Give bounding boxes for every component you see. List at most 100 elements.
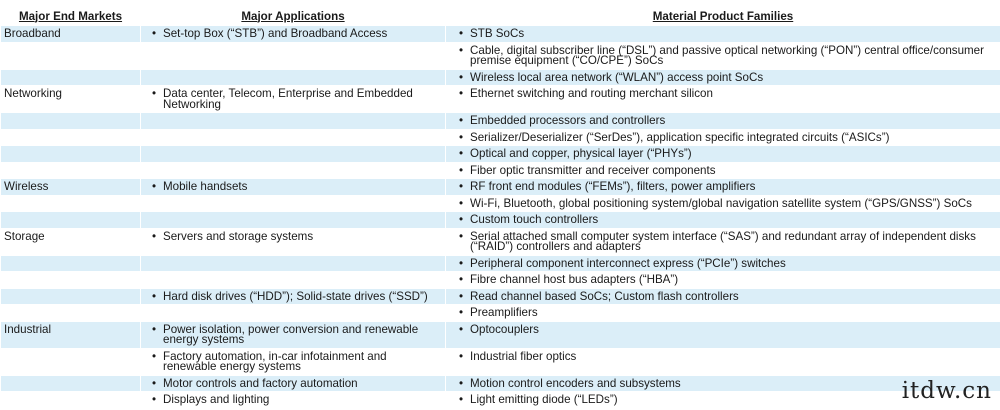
bullet-icon: • — [151, 349, 157, 363]
table-row: Wireless • Mobile handsets • RF front end mo… — [0, 178, 1000, 196]
product-family-item: • Preamplifiers — [448, 307, 996, 319]
application-text: Servers and storage systems — [163, 229, 314, 243]
table-row: • Wi-Fi, Bluetooth, global positioning sy… — [0, 194, 1000, 212]
product-family-text: Industrial fiber optics — [470, 349, 577, 363]
bullet-icon: • — [458, 393, 464, 406]
application-cell: • Factory automation, in-car infotainment… — [140, 347, 446, 376]
product-family-item: • Cable, digital subscriber line (“DSL”) … — [448, 43, 996, 67]
bullet-icon: • — [151, 289, 157, 303]
product-family-item: • Custom touch controllers — [448, 214, 996, 226]
bullet-icon: • — [458, 70, 464, 84]
header-row: Major End Markets Major Applications Mat… — [1, 9, 1000, 26]
market-cell — [0, 145, 141, 163]
table-row: • Displays and lighting • Light emitting di… — [0, 391, 1000, 409]
product-family-text: Optical and copper, physical layer (“PHY… — [470, 147, 692, 160]
product-family-text: Fiber optic transmitter and receiver com… — [470, 163, 716, 177]
product-family-cell: • Optical and copper, physical layer (“PH… — [445, 145, 1000, 163]
market-cell — [0, 68, 141, 86]
table-header: Major End Markets Major Applications Mat… — [1, 9, 1000, 26]
product-family-text: Wi-Fi, Bluetooth, global positioning sys… — [470, 196, 972, 210]
application-text: Data center, Telecom, Enterprise and Emb… — [163, 87, 413, 111]
bullet-icon: • — [458, 273, 464, 286]
application-cell — [140, 68, 446, 86]
application-cell — [140, 211, 446, 229]
table-row: Industrial • Power isolation, power conver… — [0, 320, 1000, 349]
product-family-text: Light emitting diode (“LEDs”) — [470, 393, 618, 406]
application-text: Power isolation, power conversion and re… — [163, 322, 419, 346]
product-family-cell: • Peripheral component interconnect expre… — [445, 254, 1000, 272]
product-family-text: Read channel based SoCs; Custom flash co… — [470, 289, 739, 303]
application-cell: • Power isolation, power conversion and r… — [140, 320, 446, 349]
market-cell: Broadband — [0, 25, 141, 43]
product-family-text: Peripheral component interconnect expres… — [470, 256, 786, 270]
bullet-icon: • — [458, 256, 464, 270]
bullet-icon: • — [458, 180, 464, 193]
application-item: • Data center, Telecom, Enterprise and Em… — [143, 87, 441, 111]
application-cell — [140, 194, 446, 212]
market-cell — [0, 254, 141, 272]
table-row: • Motor controls and factory automation • M… — [0, 374, 1000, 392]
product-family-item: • Fibre channel host bus adapters (“HBA”) — [448, 273, 996, 286]
market-cell: Industrial — [0, 320, 141, 349]
application-text: Set-top Box (“STB”) and Broadband Access — [163, 27, 388, 40]
product-family-text: Serial attached small computer system in… — [470, 229, 976, 253]
product-family-cell: • RF front end modules (“FEMs”), filters,… — [445, 178, 1000, 196]
market-cell — [0, 211, 141, 229]
table-row: Storage • Servers and storage systems • Seri… — [0, 227, 1000, 256]
application-item: • Set-top Box (“STB”) and Broadband Acces… — [143, 27, 441, 40]
application-item: • Mobile handsets — [143, 180, 441, 193]
end-markets-table: Major End Markets Major Applications Mat… — [0, 9, 1000, 409]
product-family-item: • Industrial fiber optics — [448, 349, 996, 363]
bullet-icon: • — [458, 87, 464, 100]
bullet-icon: • — [458, 349, 464, 363]
product-family-cell: • Custom touch controllers — [445, 211, 1000, 229]
product-family-text: STB SoCs — [470, 27, 525, 40]
product-family-item: • Fiber optic transmitter and receiver co… — [448, 163, 996, 177]
product-family-cell: • Cable, digital subscriber line (“DSL”) … — [445, 41, 1000, 70]
application-cell — [140, 254, 446, 272]
application-text: Mobile handsets — [163, 180, 248, 193]
application-item: • Power isolation, power conversion and r… — [143, 322, 441, 346]
product-family-cell: • Ethernet switching and routing merchant… — [445, 85, 1000, 113]
bullet-icon: • — [151, 229, 157, 243]
bullet-icon: • — [458, 376, 464, 390]
table-row: • Fiber optic transmitter and receiver co… — [0, 161, 1000, 179]
table-row: Networking • Data center, Telecom, Enterpr… — [0, 85, 1000, 113]
application-cell: • Set-top Box (“STB”) and Broadband Acces… — [140, 25, 446, 43]
header-major-end-markets: Major End Markets — [18, 9, 123, 23]
product-family-text: Optocouplers — [470, 322, 539, 336]
product-family-item: • Wireless local area network (“WLAN”) ac… — [448, 70, 996, 84]
product-family-cell: • Serial attached small computer system i… — [445, 227, 1000, 256]
header-material-product-families: Material Product Families — [652, 9, 794, 23]
table-row: • Factory automation, in-car infotainment… — [0, 347, 1000, 376]
product-family-item: • Embedded processors and controllers — [448, 115, 996, 127]
product-family-text: Serializer/Deserializer (“SerDes”), appl… — [470, 130, 890, 144]
product-family-item: • Wi-Fi, Bluetooth, global positioning sy… — [448, 196, 996, 210]
application-cell — [140, 145, 446, 163]
bullet-icon: • — [458, 147, 464, 160]
bullet-icon: • — [458, 196, 464, 210]
market-cell — [0, 374, 141, 392]
application-cell: • Motor controls and factory automation — [140, 374, 446, 392]
product-family-text: Ethernet switching and routing merchant … — [470, 87, 713, 100]
product-family-item: • Light emitting diode (“LEDs”) — [448, 393, 996, 406]
market-cell — [0, 41, 141, 70]
bullet-icon: • — [151, 180, 157, 193]
product-family-cell: • Read channel based SoCs; Custom flash c… — [445, 287, 1000, 305]
header-major-applications: Major Applications — [241, 9, 345, 23]
product-family-item: • Peripheral component interconnect expre… — [448, 256, 996, 270]
application-cell — [140, 41, 446, 70]
bullet-icon: • — [458, 322, 464, 336]
application-cell: • Hard disk drives (“HDD”); Solid-state d… — [140, 287, 446, 305]
table-row: • Serializer/Deserializer (“SerDes”), app… — [0, 128, 1000, 146]
application-cell: • Mobile handsets — [140, 178, 446, 196]
market-cell — [0, 347, 141, 376]
watermark-logo: itdw.cn — [901, 378, 992, 404]
market-cell: Wireless — [0, 178, 141, 196]
application-cell — [140, 271, 446, 289]
application-text: Displays and lighting — [163, 393, 270, 406]
application-item: • Factory automation, in-car infotainment… — [143, 349, 441, 373]
product-family-text: Cable, digital subscriber line (“DSL”) a… — [470, 43, 984, 67]
bullet-icon: • — [458, 163, 464, 177]
